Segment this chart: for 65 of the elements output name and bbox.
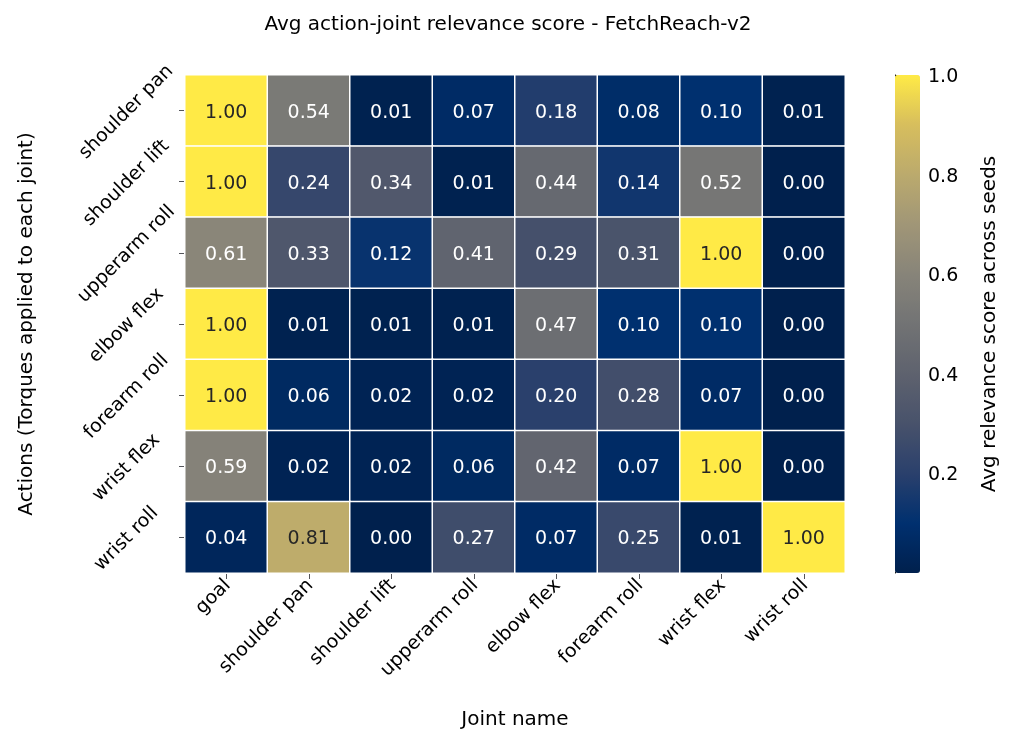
data-label: 0.00 [782, 241, 825, 264]
data-label: 1.00 [700, 455, 743, 478]
data-label: 0.00 [782, 455, 825, 478]
data-label: 0.29 [535, 241, 578, 264]
data-label: 0.01 [452, 170, 495, 193]
data-label: 0.07 [535, 526, 578, 549]
data-label: 0.61 [205, 241, 248, 264]
data-label: 1.00 [205, 384, 248, 407]
data-label: 1.00 [205, 170, 248, 193]
data-label: 0.54 [287, 99, 330, 122]
color-bar-label: 0.2 [928, 462, 959, 485]
data-label: 0.34 [370, 170, 413, 193]
data-label: 0.00 [782, 170, 825, 193]
data-label: 0.24 [287, 170, 330, 193]
data-label: 0.20 [535, 384, 578, 407]
data-label: 0.02 [452, 384, 495, 407]
data-label: 0.44 [535, 170, 578, 193]
data-label: 0.18 [535, 99, 578, 122]
color-bar-label: 0.6 [928, 263, 959, 286]
data-label: 0.07 [452, 99, 495, 122]
data-label: 0.12 [370, 241, 413, 264]
y-axis-title: Actions (Torques applied to each joint) [13, 132, 37, 516]
data-label: 0.00 [782, 313, 825, 335]
data-label: 0.04 [205, 526, 248, 549]
data-label: 0.28 [617, 384, 660, 407]
data-label: 0.00 [370, 526, 413, 549]
data-label: 0.08 [617, 99, 660, 122]
data-label: 0.01 [370, 313, 413, 335]
data-label: 0.41 [452, 241, 495, 264]
data-label: 0.01 [452, 313, 495, 335]
data-label: 0.02 [370, 455, 413, 478]
color-bar-label: 0.8 [928, 163, 959, 186]
data-label: 0.14 [617, 170, 660, 193]
data-label: 0.01 [370, 99, 413, 122]
data-label: 0.52 [700, 170, 743, 193]
data-label: 0.01 [782, 99, 825, 122]
data-label: 0.07 [700, 384, 743, 407]
data-label: 0.07 [617, 455, 660, 478]
color-bar-label: 1.0 [928, 64, 959, 86]
x-axis-title: Joint name [459, 706, 569, 730]
data-label: 0.42 [535, 455, 578, 478]
color-bar-label: 0.4 [928, 362, 959, 385]
chart-title: Avg action-joint relevance score - FetchReach-v2 [264, 11, 752, 35]
data-label: 0.27 [452, 526, 495, 549]
data-label: 0.01 [700, 526, 743, 549]
data-label: 0.00 [782, 384, 825, 407]
data-label: 0.10 [700, 313, 743, 335]
data-label: 0.59 [205, 455, 248, 478]
data-label: 0.02 [287, 455, 330, 478]
color-bar-title: Avg relevance score across seeds [976, 155, 1000, 493]
data-label: 0.33 [287, 241, 330, 264]
data-label: 0.25 [617, 526, 660, 549]
data-label: 0.47 [535, 313, 578, 335]
data-label: 0.81 [287, 526, 330, 549]
data-label: 0.06 [287, 384, 330, 407]
data-label: 0.10 [700, 99, 743, 122]
data-label: 1.00 [700, 241, 743, 264]
data-label: 1.00 [205, 313, 248, 335]
data-label: 0.06 [452, 455, 495, 478]
data-label: 1.00 [782, 526, 825, 549]
data-label: 0.31 [617, 241, 660, 264]
data-label: 0.02 [370, 384, 413, 407]
data-label: 0.10 [617, 313, 660, 335]
data-label: 1.00 [205, 99, 248, 122]
data-label: 0.01 [287, 313, 330, 335]
